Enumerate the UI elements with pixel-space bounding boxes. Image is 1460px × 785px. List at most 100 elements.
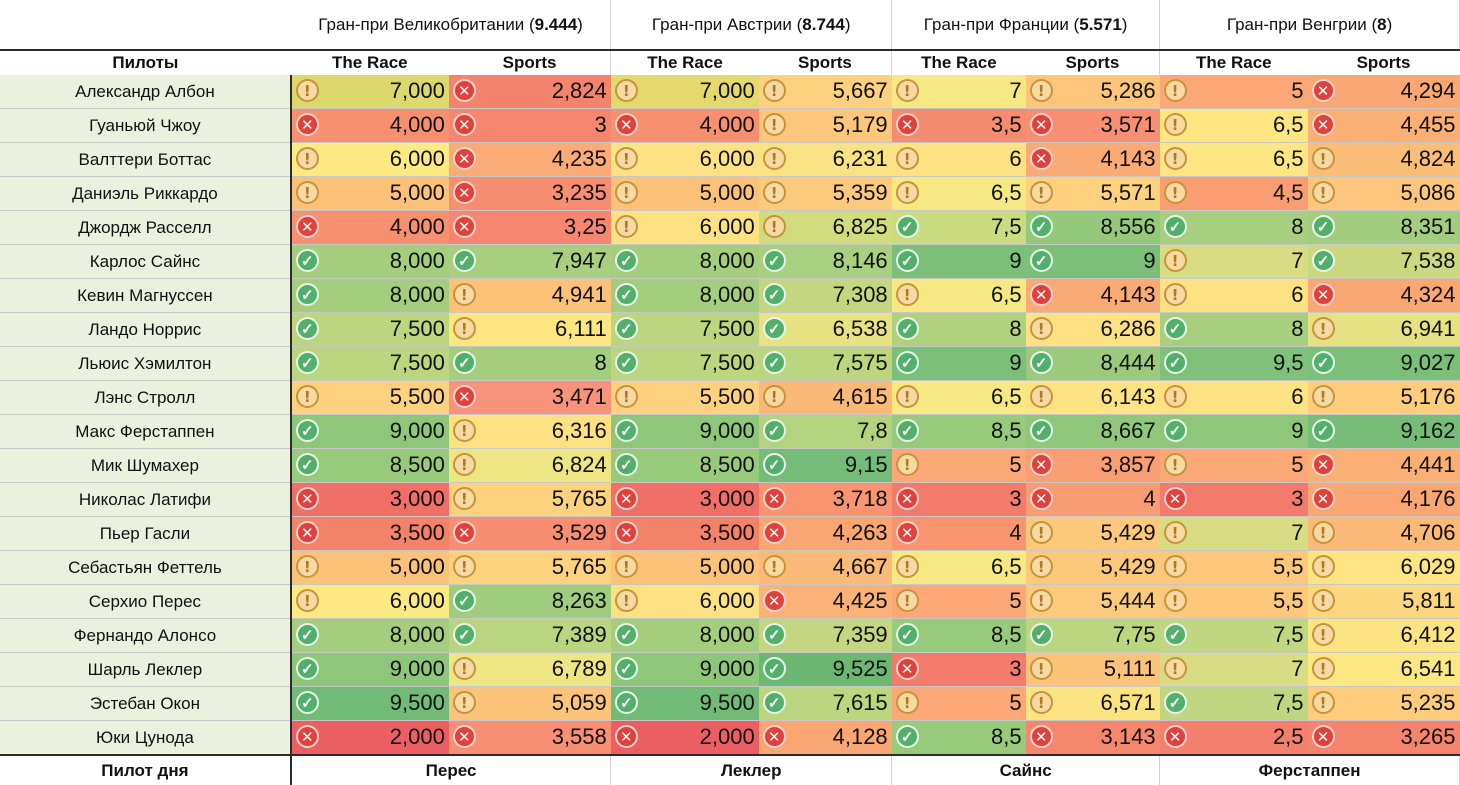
race-header-austria[interactable]: Гран-при Австрии (8.744) bbox=[610, 0, 893, 50]
rating-cell[interactable]: ✕ 3,718 bbox=[758, 482, 892, 517]
driver-name-cell[interactable]: Гуаньюй Чжоу bbox=[0, 108, 292, 143]
rating-cell[interactable]: ! 5,429 bbox=[1025, 516, 1160, 551]
rating-cell[interactable]: ! 5,000 bbox=[290, 176, 449, 211]
rating-cell[interactable]: ! 5,359 bbox=[758, 176, 892, 211]
driver-of-the-day-label[interactable]: Пилот дня bbox=[0, 754, 292, 785]
rating-cell[interactable]: ! 6,5 bbox=[891, 176, 1026, 211]
rating-cell[interactable]: ✓ 8,263 bbox=[448, 584, 611, 619]
rating-cell[interactable]: ✓ 9,15 bbox=[758, 448, 892, 483]
rating-cell[interactable]: ! 5,667 bbox=[758, 75, 892, 109]
rating-cell[interactable]: ! 5 bbox=[891, 448, 1026, 483]
rating-cell[interactable]: ✓ 8,500 bbox=[290, 448, 449, 483]
source-header-the-race[interactable]: The Race bbox=[290, 49, 449, 75]
rating-cell[interactable]: ✕ 4 bbox=[891, 516, 1026, 551]
rating-cell[interactable]: ✓ 8 bbox=[891, 312, 1026, 347]
rating-cell[interactable]: ✕ 2,5 bbox=[1159, 720, 1308, 756]
rating-cell[interactable]: ! 4,824 bbox=[1307, 142, 1460, 177]
race-header-britain[interactable]: Гран-при Великобритании (9.444) bbox=[290, 0, 612, 50]
driver-name-cell[interactable]: Карлос Сайнс bbox=[0, 244, 292, 279]
rating-cell[interactable]: ✓ 8,5 bbox=[891, 414, 1026, 449]
rating-cell[interactable]: ! 6,789 bbox=[448, 652, 611, 687]
driver-name-cell[interactable]: Пьер Гасли bbox=[0, 516, 292, 551]
rating-cell[interactable]: ✓ 7,500 bbox=[610, 346, 759, 381]
pilots-column-header[interactable]: Пилоты bbox=[0, 49, 291, 75]
rating-cell[interactable]: ✕ 3 bbox=[891, 652, 1026, 687]
rating-cell[interactable]: ✕ 4,143 bbox=[1025, 142, 1160, 177]
rating-cell[interactable]: ! 7 bbox=[1159, 652, 1308, 687]
rating-cell[interactable]: ✓ 9,000 bbox=[610, 414, 759, 449]
rating-cell[interactable]: ✓ 7,5 bbox=[891, 210, 1026, 245]
rating-cell[interactable]: ✓ 8,667 bbox=[1025, 414, 1160, 449]
source-header-sports[interactable]: Sports bbox=[448, 49, 612, 75]
rating-cell[interactable]: ! 4,5 bbox=[1159, 176, 1308, 211]
driver-of-the-day-britain[interactable]: Перес bbox=[290, 754, 612, 785]
rating-cell[interactable]: ! 6 bbox=[891, 142, 1026, 177]
driver-name-cell[interactable]: Лэнс Стролл bbox=[0, 380, 292, 415]
rating-cell[interactable]: ✕ 4,128 bbox=[758, 720, 892, 756]
source-header-sports[interactable]: Sports bbox=[758, 49, 893, 75]
rating-cell[interactable]: ! 7 bbox=[1159, 516, 1308, 551]
rating-cell[interactable]: ✕ 3 bbox=[891, 482, 1026, 517]
rating-cell[interactable]: ✓ 7,5 bbox=[1159, 686, 1308, 721]
rating-cell[interactable]: ! 6,316 bbox=[448, 414, 611, 449]
rating-cell[interactable]: ✓ 8,000 bbox=[610, 244, 759, 279]
rating-cell[interactable]: ✕ 4 bbox=[1025, 482, 1160, 517]
rating-cell[interactable]: ! 6,824 bbox=[448, 448, 611, 483]
rating-cell[interactable]: ✓ 7,500 bbox=[290, 346, 449, 381]
rating-cell[interactable]: ✓ 7,615 bbox=[758, 686, 892, 721]
driver-name-cell[interactable]: Валттери Боттас bbox=[0, 142, 292, 177]
rating-cell[interactable]: ✕ 3,500 bbox=[610, 516, 759, 551]
driver-name-cell[interactable]: Даниэль Риккардо bbox=[0, 176, 292, 211]
rating-cell[interactable]: ✓ 8,5 bbox=[891, 618, 1026, 653]
rating-cell[interactable]: ✕ 4,294 bbox=[1307, 75, 1460, 109]
rating-cell[interactable]: ✕ 3,235 bbox=[448, 176, 611, 211]
rating-cell[interactable]: ✕ 3 bbox=[448, 108, 611, 143]
rating-cell[interactable]: ! 7 bbox=[891, 75, 1026, 109]
rating-cell[interactable]: ! 5 bbox=[891, 584, 1026, 619]
rating-cell[interactable]: ! 7 bbox=[1159, 244, 1308, 279]
rating-cell[interactable]: ✕ 4,441 bbox=[1307, 448, 1460, 483]
rating-cell[interactable]: ✓ 8,5 bbox=[891, 720, 1026, 756]
driver-name-cell[interactable]: Эстебан Окон bbox=[0, 686, 292, 721]
rating-cell[interactable]: ! 5,179 bbox=[758, 108, 892, 143]
rating-cell[interactable]: ✓ 9 bbox=[891, 244, 1026, 279]
rating-cell[interactable]: ! 6,825 bbox=[758, 210, 892, 245]
rating-cell[interactable]: ✓ 8 bbox=[1159, 312, 1308, 347]
driver-name-cell[interactable]: Кевин Магнуссен bbox=[0, 278, 292, 313]
rating-cell[interactable]: ✕ 2,824 bbox=[448, 75, 611, 109]
rating-cell[interactable]: ✕ 4,000 bbox=[290, 108, 449, 143]
rating-cell[interactable]: ✓ 8,000 bbox=[290, 618, 449, 653]
rating-cell[interactable]: ✓ 9,500 bbox=[610, 686, 759, 721]
rating-cell[interactable]: ! 6,111 bbox=[448, 312, 611, 347]
rating-cell[interactable]: ! 4,667 bbox=[758, 550, 892, 585]
rating-cell[interactable]: ! 6,000 bbox=[290, 584, 449, 619]
rating-cell[interactable]: ! 6,143 bbox=[1025, 380, 1160, 415]
rating-cell[interactable]: ! 5,286 bbox=[1025, 75, 1160, 109]
rating-cell[interactable]: ✕ 3,529 bbox=[448, 516, 611, 551]
rating-cell[interactable]: ✓ 8,444 bbox=[1025, 346, 1160, 381]
rating-cell[interactable]: ! 5,000 bbox=[610, 550, 759, 585]
rating-cell[interactable]: ✕ 3,265 bbox=[1307, 720, 1460, 756]
rating-cell[interactable]: ✓ 8,000 bbox=[610, 278, 759, 313]
source-header-the-race[interactable]: The Race bbox=[891, 49, 1026, 75]
rating-cell[interactable]: ✓ 8,000 bbox=[290, 278, 449, 313]
rating-cell[interactable]: ✕ 4,176 bbox=[1307, 482, 1460, 517]
rating-cell[interactable]: ! 6,5 bbox=[1159, 142, 1308, 177]
rating-cell[interactable]: ! 5,5 bbox=[1159, 550, 1308, 585]
rating-cell[interactable]: ! 5,111 bbox=[1025, 652, 1160, 687]
rating-cell[interactable]: ! 6,941 bbox=[1307, 312, 1460, 347]
rating-cell[interactable]: ! 4,941 bbox=[448, 278, 611, 313]
rating-cell[interactable]: ! 5,500 bbox=[610, 380, 759, 415]
rating-cell[interactable]: ✓ 9,525 bbox=[758, 652, 892, 687]
rating-cell[interactable]: ✕ 3,571 bbox=[1025, 108, 1160, 143]
rating-cell[interactable]: ! 6,000 bbox=[290, 142, 449, 177]
source-header-the-race[interactable]: The Race bbox=[1159, 49, 1308, 75]
rating-cell[interactable]: ✓ 8 bbox=[1159, 210, 1308, 245]
rating-cell[interactable]: ✓ 7,500 bbox=[610, 312, 759, 347]
rating-cell[interactable]: ! 5 bbox=[1159, 448, 1308, 483]
rating-cell[interactable]: ! 5,086 bbox=[1307, 176, 1460, 211]
rating-cell[interactable]: ✓ 8,146 bbox=[758, 244, 892, 279]
rating-cell[interactable]: ✓ 7,500 bbox=[290, 312, 449, 347]
rating-cell[interactable]: ! 6,000 bbox=[610, 210, 759, 245]
rating-cell[interactable]: ! 4,615 bbox=[758, 380, 892, 415]
